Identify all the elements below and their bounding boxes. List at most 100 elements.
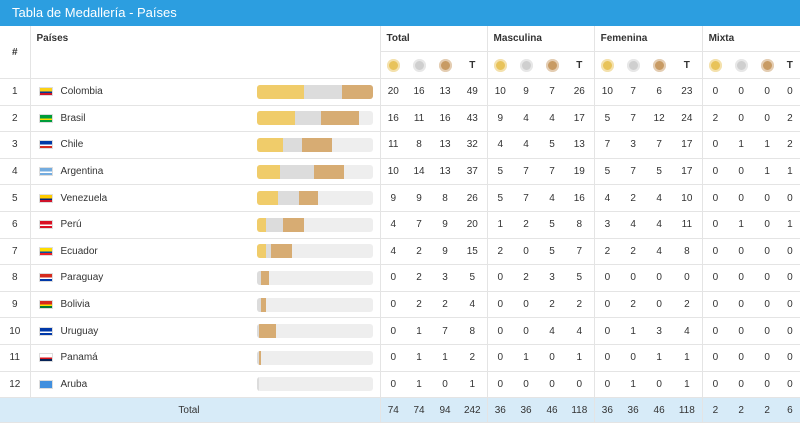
masculina-bronze-cell: 0 xyxy=(539,371,566,399)
femenina-bronze-medal-icon xyxy=(646,51,673,79)
femenina-gold-cell: 4 xyxy=(594,184,621,212)
country-flag-icon xyxy=(38,353,53,363)
masculina-group-header: Masculina xyxy=(486,26,595,52)
table-row[interactable]: 4 Argentina 10 14 13 37 5 7 7 19 5 7 5 17 0 0 1 1 xyxy=(0,158,800,186)
country-flag-icon xyxy=(38,299,53,309)
femenina-t-cell: 0 xyxy=(672,264,703,292)
header-row-groups: # Países Total Masculina Femenina Mixta xyxy=(0,26,800,79)
country-flag-icon xyxy=(38,166,53,176)
mixta-bronze-cell: 0 xyxy=(754,211,781,239)
countries-header: Países xyxy=(30,26,381,79)
country-cell[interactable]: Ecuador xyxy=(30,238,250,266)
silver-bar-segment xyxy=(278,191,300,206)
mixta-bronze-cell: 0 xyxy=(754,344,781,372)
table-row[interactable]: 2 Brasil 16 11 16 43 9 4 4 17 5 7 12 24 2 0 0 2 xyxy=(0,105,800,133)
mixta-t-header: T xyxy=(780,51,800,79)
panel-header: Tabla de Medallería - Países xyxy=(0,0,800,26)
table-row[interactable]: 10 Uruguay 0 1 7 8 0 0 4 4 0 1 3 4 0 0 0 0 xyxy=(0,317,800,345)
masculina-t-cell: 7 xyxy=(565,238,595,266)
femenina-t-cell: 2 xyxy=(672,291,703,319)
mixta-bronze-cell: 1 xyxy=(754,131,781,159)
country-cell[interactable]: Uruguay xyxy=(30,317,250,345)
mixta-bronze-cell: 0 xyxy=(754,317,781,345)
masculina-bronze-cell: 4 xyxy=(539,184,566,212)
country-cell[interactable]: Chile xyxy=(30,131,250,159)
gold-medal-icon xyxy=(386,58,400,72)
gold-bar-segment xyxy=(256,191,279,206)
country-cell[interactable]: Bolivia xyxy=(30,291,250,319)
total-t-cell: 43 xyxy=(458,105,488,133)
table-row[interactable]: 1 Colombia 20 16 13 49 10 9 7 26 10 7 6 23 0 0 0 0 xyxy=(0,78,800,106)
rank-cell: 5 xyxy=(0,184,31,212)
table-row[interactable]: 5 Venezuela 9 9 8 26 5 7 4 16 4 2 4 10 0 0 0 0 xyxy=(0,184,800,212)
gold-bar-segment xyxy=(256,84,305,99)
country-name: Uruguay xyxy=(60,325,99,337)
total-bronze-cell: 3 xyxy=(432,264,459,292)
totals-row: Total 74 74 94 242 36 36 46 118 36 36 46 118 2 2 2 6 xyxy=(0,397,800,423)
bronze-medal-icon xyxy=(545,58,559,72)
table-row[interactable]: 3 Chile 11 8 13 32 4 4 5 13 7 3 7 17 0 1 1 2 xyxy=(0,131,800,159)
femenina-group-header: Femenina xyxy=(593,26,703,52)
masculina-gold-cell: 0 xyxy=(487,264,514,292)
total-gold-cell: 0 xyxy=(380,264,407,292)
femenina-silver-cell: 2 xyxy=(620,291,647,319)
table-row[interactable]: 6 Perú 4 7 9 20 1 2 5 8 3 4 4 11 0 1 0 1 xyxy=(0,211,800,239)
country-cell[interactable]: Perú xyxy=(30,211,250,239)
medal-bar-cell xyxy=(250,158,381,186)
mixta-bronze-cell: 1 xyxy=(754,158,781,186)
rank-cell: 3 xyxy=(0,131,31,159)
mixta-gold-cell: 0 xyxy=(702,317,729,345)
femenina-gold-cell: 7 xyxy=(594,131,621,159)
masculina-silver-cell: 0 xyxy=(513,371,540,399)
country-name: Bolivia xyxy=(60,299,90,311)
mixta-silver-cell: 1 xyxy=(728,211,755,239)
femenina-bronze-cell: 1 xyxy=(646,344,673,372)
medal-bar-cell xyxy=(250,184,381,212)
medal-bar xyxy=(256,84,373,99)
femenina-silver-cell: 4 xyxy=(620,211,647,239)
country-cell[interactable]: Brasil xyxy=(30,105,250,133)
total-t-cell: 8 xyxy=(458,317,488,345)
rank-cell: 8 xyxy=(0,264,31,292)
table-row[interactable]: 12 Aruba 0 1 0 1 0 0 0 0 0 1 0 1 0 0 0 0 xyxy=(0,371,800,399)
medal-bar xyxy=(256,137,373,152)
mixta-t-cell: 0 xyxy=(780,264,800,292)
mixta-gold-cell: 0 xyxy=(702,344,729,372)
country-cell[interactable]: Aruba xyxy=(30,371,250,399)
country-cell[interactable]: Paraguay xyxy=(30,264,250,292)
country-name: Panamá xyxy=(60,352,98,364)
rank-cell: 7 xyxy=(0,238,31,266)
femenina-t-cell: 4 xyxy=(672,317,703,345)
country-flag-icon xyxy=(38,379,53,389)
medal-bar-cell xyxy=(250,291,381,319)
masculina-silver-cell: 0 xyxy=(513,317,540,345)
femenina-t-cell: 23 xyxy=(672,78,703,106)
country-cell[interactable]: Argentina xyxy=(30,158,250,186)
table-row[interactable]: 7 Ecuador 4 2 9 15 2 0 5 7 2 2 4 8 0 0 0 0 xyxy=(0,238,800,266)
masculina-t-cell: 5 xyxy=(565,264,595,292)
total-bronze-cell: 7 xyxy=(432,317,459,345)
masculina-t-cell: 26 xyxy=(565,78,595,106)
country-cell[interactable]: Colombia xyxy=(30,78,250,106)
femenina-silver-cell: 7 xyxy=(620,78,647,106)
masculina-gold-cell: 5 xyxy=(487,184,514,212)
femenina-bronze-cell: 4 xyxy=(646,238,673,266)
table-row[interactable]: 8 Paraguay 0 2 3 5 0 2 3 5 0 0 0 0 0 0 0 0 xyxy=(0,264,800,292)
total-gold-cell: 0 xyxy=(380,371,407,399)
masculina-silver-cell: 1 xyxy=(513,344,540,372)
rank-cell: 4 xyxy=(0,158,31,186)
masculina-t-cell: 8 xyxy=(565,211,595,239)
silver-bar-segment xyxy=(266,217,283,232)
bronze-bar-segment xyxy=(261,270,269,285)
femenina-silver-cell: 0 xyxy=(620,264,647,292)
totals-label: Total xyxy=(0,397,381,423)
country-cell[interactable]: Venezuela xyxy=(30,184,250,212)
silver-bar-segment xyxy=(256,377,260,392)
table-row[interactable]: 9 Bolivia 0 2 2 4 0 0 2 2 0 2 0 2 0 0 0 0 xyxy=(0,291,800,319)
femenina-bronze-cell: 0 xyxy=(646,291,673,319)
table-row[interactable]: 11 Panamá 0 1 1 2 0 1 0 1 0 0 1 1 0 0 0 0 xyxy=(0,344,800,372)
panel-title: Tabla de Medallería - Países xyxy=(12,5,177,20)
country-cell[interactable]: Panamá xyxy=(30,344,250,372)
femenina-t-header: T xyxy=(672,51,703,79)
bronze-bar-segment xyxy=(261,297,267,312)
